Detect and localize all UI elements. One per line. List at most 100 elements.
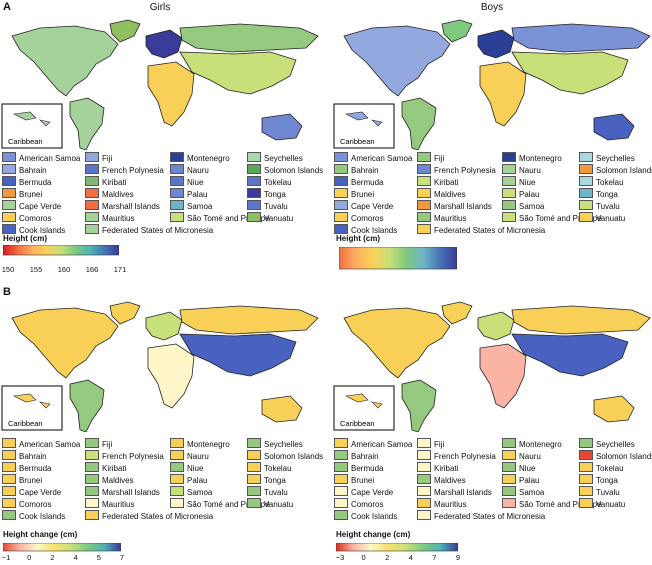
legend-label: Tonga	[264, 190, 286, 199]
legend-label: Bermuda	[19, 178, 52, 187]
legend-item: Vanuatu	[247, 498, 293, 510]
legend-swatch	[417, 200, 431, 210]
legend-a-girls: American Samoa Fiji Montenegro Seychelles Ba…	[2, 152, 323, 235]
legend-swatch	[579, 498, 593, 508]
legend-label: Fiji	[434, 154, 445, 163]
legend-swatch	[579, 152, 593, 162]
legend-label: Comoros	[351, 214, 384, 223]
legend-label: Tonga	[264, 476, 286, 485]
legend-label: Montenegro	[187, 440, 230, 449]
legend-item: Bahrain	[334, 164, 379, 176]
legend-label: Vanuatu	[264, 214, 294, 223]
legend-swatch	[417, 164, 431, 174]
legend-item: Nauru	[502, 450, 541, 462]
legend-item: Tuvalu	[247, 200, 288, 212]
legend-item: Maldives	[417, 474, 466, 486]
legend-label: French Polynesia	[434, 166, 496, 175]
legend-label: Cook Islands	[351, 226, 398, 235]
caribbean-inset-box	[333, 103, 395, 149]
legend-item: Cook Islands	[334, 510, 397, 522]
legend-item: Palau	[170, 474, 207, 486]
legend-label: Samoa	[187, 488, 213, 497]
caribbean-inset-box	[1, 103, 63, 149]
legend-swatch	[85, 474, 99, 484]
legend-item: Cape Verde	[334, 200, 393, 212]
legend-swatch	[85, 152, 99, 162]
region-europe	[477, 29, 515, 59]
legend-label: Solomon Islands	[596, 166, 652, 175]
legend-swatch	[85, 450, 99, 460]
colorbar-tick-label: 150	[1, 265, 15, 274]
legend-item: French Polynesia	[417, 450, 496, 462]
legend-label: Tonga	[596, 190, 618, 199]
colorbar-tick-label: 5	[96, 553, 101, 562]
legend-label: Nauru	[519, 166, 541, 175]
legend-item: Montenegro	[502, 438, 562, 450]
colorbar-tick-label: 155	[29, 265, 43, 274]
region-australia	[261, 113, 303, 141]
legend-item: Comoros	[2, 498, 51, 510]
legend-swatch	[502, 450, 516, 460]
legend-item: Tuvalu	[579, 486, 620, 498]
legend-swatch	[247, 212, 261, 222]
legend-label: Marshall Islands	[434, 202, 492, 211]
legend-label: Comoros	[351, 500, 384, 509]
legend-swatch	[502, 176, 516, 186]
legend-label: Mauritius	[102, 214, 135, 223]
legend-label: Marshall Islands	[102, 202, 160, 211]
legend-item: Bermuda	[2, 176, 51, 188]
legend-label: Nauru	[519, 452, 541, 461]
legend-swatch	[334, 462, 348, 472]
region-asia	[179, 333, 297, 377]
legend-item: Tonga	[579, 188, 618, 200]
region-africa	[479, 61, 527, 127]
legend-item: Tokelau	[579, 462, 624, 474]
region-asia	[179, 51, 297, 95]
legend-swatch	[170, 152, 184, 162]
colorbar-tick-label: 2	[50, 553, 55, 562]
legend-item: Mauritius	[417, 498, 466, 510]
legend-swatch	[334, 152, 348, 162]
legend-item: Mauritius	[85, 212, 134, 224]
legend-swatch	[417, 212, 431, 222]
legend-item: Samoa	[502, 486, 544, 498]
region-asia	[511, 333, 629, 377]
legend-swatch	[334, 176, 348, 186]
legend-item: Bahrain	[334, 450, 379, 462]
legend-b-girls: American Samoa Fiji Montenegro Seychelles Ba…	[2, 438, 324, 521]
map-b-boys: Caribbean	[332, 296, 652, 437]
legend-label: Solomon Islands	[596, 452, 652, 461]
legend-swatch	[170, 212, 184, 222]
legend-item: Fiji	[85, 438, 112, 450]
legend-label: Tuvalu	[264, 202, 288, 211]
legend-item: Nauru	[170, 450, 209, 462]
legend-swatch	[85, 164, 99, 174]
legend-label: Solomon Islands	[264, 452, 324, 461]
legend-item: Seychelles	[247, 438, 303, 450]
legend-swatch	[170, 438, 184, 448]
legend-swatch	[85, 212, 99, 222]
panel-label-a: A	[3, 1, 11, 13]
legend-item: São Tomé and Principe	[502, 498, 602, 510]
legend-label: Tokelau	[264, 464, 292, 473]
legend-label: Nauru	[187, 452, 209, 461]
legend-label: Cook Islands	[351, 512, 398, 521]
region-australia	[593, 113, 635, 141]
legend-item: Brunei	[334, 474, 374, 486]
world-map-svg: Caribbean	[1, 301, 319, 433]
legend-swatch	[579, 450, 593, 460]
region-asia	[511, 51, 629, 95]
legend-label: Bahrain	[19, 452, 47, 461]
legend-swatch	[247, 462, 261, 472]
legend-item: Brunei	[2, 188, 42, 200]
legend-item: Cape Verde	[334, 486, 393, 498]
colorbar-b-boys	[335, 540, 459, 552]
colorbar-tick-label: 171	[113, 265, 127, 274]
legend-label: Kiribati	[434, 464, 459, 473]
caribbean-inset-box	[1, 385, 63, 431]
legend-swatch	[85, 200, 99, 210]
legend-item: Bermuda	[334, 176, 383, 188]
legend-label: Samoa	[519, 488, 545, 497]
legend-item: Niue	[170, 462, 203, 474]
legend-swatch	[247, 152, 261, 162]
